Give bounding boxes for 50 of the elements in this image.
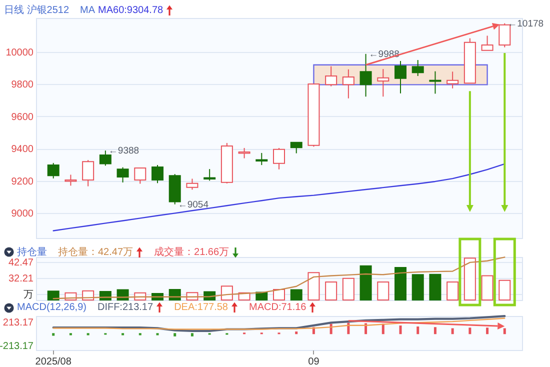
candlestick xyxy=(429,70,442,94)
series-label: MACD:71.16 xyxy=(249,302,306,313)
candlestick xyxy=(325,66,338,87)
chart-title: 持仓量 xyxy=(17,246,47,258)
chart-title: 日线 沪银2512 xyxy=(4,4,70,17)
candlestick xyxy=(394,60,406,94)
y-tick-label: 32.21 xyxy=(8,274,34,285)
y-tick-label: 9600 xyxy=(11,112,34,123)
candlestick xyxy=(47,162,60,179)
y-tick-label: 9200 xyxy=(11,176,34,188)
candlestick xyxy=(238,147,250,159)
y-tick-label: 9800 xyxy=(11,80,34,91)
y-tick-label: 10000 xyxy=(6,47,34,58)
y-tick-label: 万 xyxy=(24,289,34,300)
candlestick xyxy=(273,147,285,170)
candlestick xyxy=(82,160,94,187)
candlestick xyxy=(64,174,77,186)
candlestick xyxy=(152,164,164,184)
line-series xyxy=(52,163,506,232)
candlestick xyxy=(481,35,494,51)
candlestick xyxy=(256,152,268,166)
candlestick xyxy=(134,167,146,184)
text: 持仓量：42.47万 xyxy=(58,246,134,259)
candlestick xyxy=(204,168,216,182)
x-tick-label: 09 xyxy=(308,356,320,367)
annotation: ←9388 xyxy=(108,146,140,157)
candlestick xyxy=(446,71,459,89)
y-tick-label: 213.17 xyxy=(2,317,34,328)
candlestick xyxy=(360,53,372,98)
candlestick xyxy=(377,68,390,98)
y-tick-label: 9400 xyxy=(11,144,34,156)
annotation: ←10178 xyxy=(508,18,544,30)
chart-title: MACD(12,26,9) xyxy=(17,302,86,313)
series-label: DEA:177.58 xyxy=(174,302,228,313)
line-series xyxy=(52,256,506,300)
candlestick xyxy=(99,150,112,166)
text: 成交量：21.66万 xyxy=(154,246,230,259)
candlestick xyxy=(342,68,354,99)
series-label: DIFF:213.17 xyxy=(97,302,154,313)
candlestick xyxy=(116,166,129,183)
annotation: ←9054 xyxy=(178,199,208,210)
y-tick-label: 42.47 xyxy=(8,258,34,269)
text: MA60:9304.78 xyxy=(98,4,164,16)
candlestick xyxy=(412,60,424,76)
legend-title: MA xyxy=(80,4,96,16)
candlestick xyxy=(290,142,302,154)
y-tick-label: -213.17 xyxy=(0,340,34,352)
y-tick-label: 9000 xyxy=(11,208,34,220)
candlestick xyxy=(186,178,198,190)
x-tick-label: 2025/08 xyxy=(35,356,72,367)
